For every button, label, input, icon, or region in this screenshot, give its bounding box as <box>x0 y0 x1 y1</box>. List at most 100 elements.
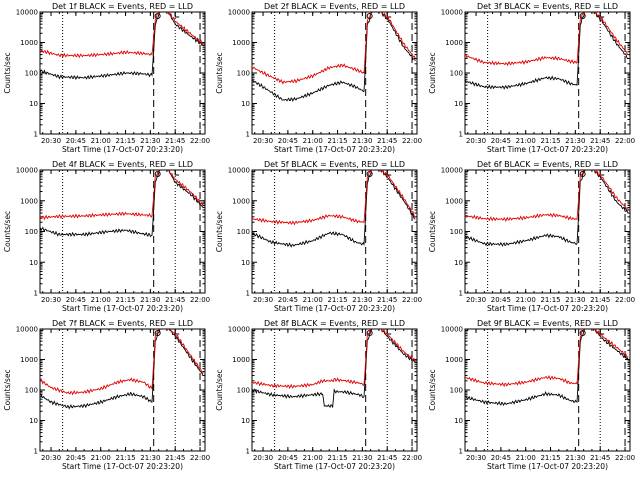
lld-series-line <box>252 12 416 85</box>
attenuator-out-marker <box>174 329 180 335</box>
x-tick-label: 22:00 <box>190 137 210 145</box>
x-axis-label: Start Time (17-Oct-07 20:23:20) <box>487 145 608 154</box>
y-tick-label: 100 <box>237 387 250 395</box>
y-axis-label: Counts/sec <box>3 52 12 93</box>
events-series-line <box>465 12 629 90</box>
detector-panel: Det 9f BLACK = Events, RED = LLD 1 10 100 10… <box>428 319 635 471</box>
y-tick-label: 10 <box>454 417 463 425</box>
x-tick-label: 21:00 <box>91 137 111 145</box>
x-tick-label: 21:30 <box>352 137 372 145</box>
x-tick-label: 21:30 <box>352 296 372 304</box>
detector-panel: Det 5f BLACK = Events, RED = LLD 1 10 100 10… <box>215 160 422 313</box>
x-tick-label: 21:30 <box>565 137 585 145</box>
x-tick-label: 21:45 <box>377 296 397 304</box>
x-tick-label: 21:15 <box>540 454 560 462</box>
plot-frame <box>39 328 206 452</box>
x-tick-label: 22:00 <box>402 454 422 462</box>
panel-title: Det 8f BLACK = Events, RED = LLD <box>264 319 405 328</box>
x-tick-label: 21:45 <box>165 137 185 145</box>
x-tick-label: 21:45 <box>377 137 397 145</box>
y-tick-label: 10000 <box>441 167 463 175</box>
y-axis-label: Counts/sec <box>428 211 437 252</box>
y-tick-label: 1 <box>246 448 250 456</box>
x-tick-label: 21:15 <box>540 137 560 145</box>
x-tick-label: 20:45 <box>66 454 86 462</box>
y-tick-label: 1 <box>459 290 463 298</box>
x-tick-label: 20:30 <box>466 454 486 462</box>
x-tick-label: 21:15 <box>327 296 347 304</box>
y-axis-label: Counts/sec <box>3 211 12 252</box>
y-tick-label: 10 <box>454 100 463 108</box>
x-tick-label: 21:00 <box>516 296 536 304</box>
y-tick-label: 100 <box>25 228 38 236</box>
y-axis-label: Counts/sec <box>215 52 224 93</box>
x-tick-label: 22:00 <box>615 454 635 462</box>
y-tick-label: 100 <box>237 228 250 236</box>
x-tick-label: 21:45 <box>165 454 185 462</box>
y-axis-label: Counts/sec <box>428 369 437 410</box>
y-tick-label: 1 <box>34 448 38 456</box>
detector-panel: Det 6f BLACK = Events, RED = LLD 1 10 100 10… <box>428 160 635 313</box>
detector-panel: Det 3f BLACK = Events, RED = LLD 1 10 100 10… <box>428 2 635 154</box>
x-tick-label: 20:45 <box>278 296 298 304</box>
x-tick-label: 22:00 <box>190 296 210 304</box>
y-tick-label: 100 <box>25 70 38 78</box>
x-tick-label: 21:00 <box>91 296 111 304</box>
x-tick-label: 21:00 <box>516 454 536 462</box>
y-tick-label: 1000 <box>445 39 463 47</box>
lld-series-line <box>465 12 629 67</box>
y-tick-label: 100 <box>25 387 38 395</box>
y-axis-label: Counts/sec <box>428 52 437 93</box>
y-tick-label: 10 <box>241 100 250 108</box>
y-tick-label: 1 <box>246 290 250 298</box>
detector-panel: Det 7f BLACK = Events, RED = LLD 1 10 100 10… <box>3 319 210 471</box>
y-tick-label: 100 <box>450 228 463 236</box>
y-tick-label: 10000 <box>441 9 463 17</box>
x-tick-label: 21:30 <box>140 137 160 145</box>
x-tick-label: 21:15 <box>115 296 135 304</box>
x-tick-label: 20:30 <box>253 454 273 462</box>
x-axis-label: Start Time (17-Oct-07 20:23:20) <box>274 462 395 471</box>
y-tick-label: 10000 <box>228 326 250 334</box>
y-tick-label: 10000 <box>228 167 250 175</box>
x-tick-label: 21:45 <box>590 454 610 462</box>
x-tick-label: 21:30 <box>140 454 160 462</box>
y-tick-label: 1000 <box>20 356 38 364</box>
panel-title: Det 2f BLACK = Events, RED = LLD <box>264 2 405 11</box>
y-tick-label: 1 <box>459 131 463 139</box>
y-tick-label: 1000 <box>445 356 463 364</box>
x-axis-label: Start Time (17-Oct-07 20:23:20) <box>274 145 395 154</box>
attenuator-out-marker <box>386 170 392 176</box>
plot-frame <box>251 169 418 294</box>
y-tick-label: 1 <box>246 131 250 139</box>
plot-frame <box>464 328 631 452</box>
x-tick-label: 20:30 <box>41 296 61 304</box>
events-series-line <box>252 329 416 408</box>
x-tick-label: 20:45 <box>278 454 298 462</box>
x-tick-label: 20:45 <box>491 137 511 145</box>
lld-series-line <box>40 170 204 221</box>
x-tick-label: 20:30 <box>466 137 486 145</box>
x-tick-label: 21:15 <box>115 454 135 462</box>
x-tick-label: 21:30 <box>565 454 585 462</box>
y-axis-label: Counts/sec <box>215 369 224 410</box>
panel-title: Det 3f BLACK = Events, RED = LLD <box>477 2 618 11</box>
x-axis-label: Start Time (17-Oct-07 20:23:20) <box>487 304 608 313</box>
x-tick-label: 21:45 <box>165 296 185 304</box>
y-tick-label: 10000 <box>228 9 250 17</box>
x-tick-label: 21:00 <box>91 454 111 462</box>
lld-series-line <box>40 329 204 396</box>
events-series-line <box>40 329 204 410</box>
attenuator-out-marker <box>386 329 392 335</box>
lld-series-line <box>252 329 416 390</box>
y-tick-label: 1000 <box>20 197 38 205</box>
events-series-line <box>465 329 629 406</box>
y-tick-label: 1 <box>34 290 38 298</box>
x-tick-label: 21:30 <box>140 296 160 304</box>
y-tick-label: 1000 <box>20 39 38 47</box>
x-tick-label: 21:00 <box>303 296 323 304</box>
y-tick-label: 1000 <box>232 197 250 205</box>
lld-series-line <box>40 12 204 59</box>
x-tick-label: 21:15 <box>115 137 135 145</box>
